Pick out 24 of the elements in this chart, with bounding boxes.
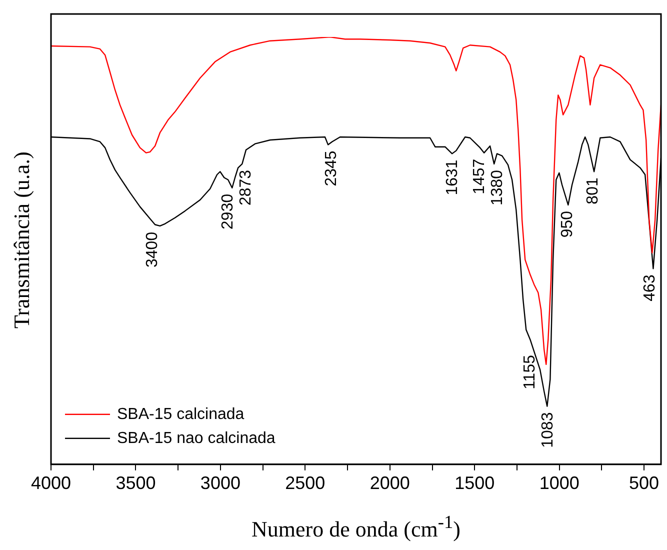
annotation: 1083 [540,412,557,448]
annotation: 2930 [220,194,237,230]
x-tick-label: 3000 [200,473,240,494]
x-tick-label: 2000 [370,473,410,494]
x-tick-label: 2500 [285,473,326,494]
x-tick-label: 1000 [539,473,580,494]
annotation: 2873 [238,170,255,206]
y-axis-title: Transmitância (u.a.) [9,152,35,328]
annotation: 1155 [522,354,539,390]
x-tick-label: 500 [629,473,660,494]
x-axis-title: Numero de onda (cm$^{-1}$) [250,512,462,542]
legend-label: SBA-15 nao calcinada [117,430,276,447]
annotation: 2345 [322,150,340,186]
legend-label: SBA-15 calcinada [117,406,244,423]
x-tick-label: 1500 [454,473,495,494]
annotation: 1457 [470,158,488,194]
annotation: 950 [559,210,576,238]
annotation: 3400 [144,232,162,268]
annotation: 801 [584,178,602,204]
annotation: 463 [642,274,659,302]
annotation: 1380 [488,170,506,206]
annotation: 1631 [444,160,461,196]
x-tick-label: 4000 [30,473,72,494]
x-tick-label: 3500 [116,473,156,494]
